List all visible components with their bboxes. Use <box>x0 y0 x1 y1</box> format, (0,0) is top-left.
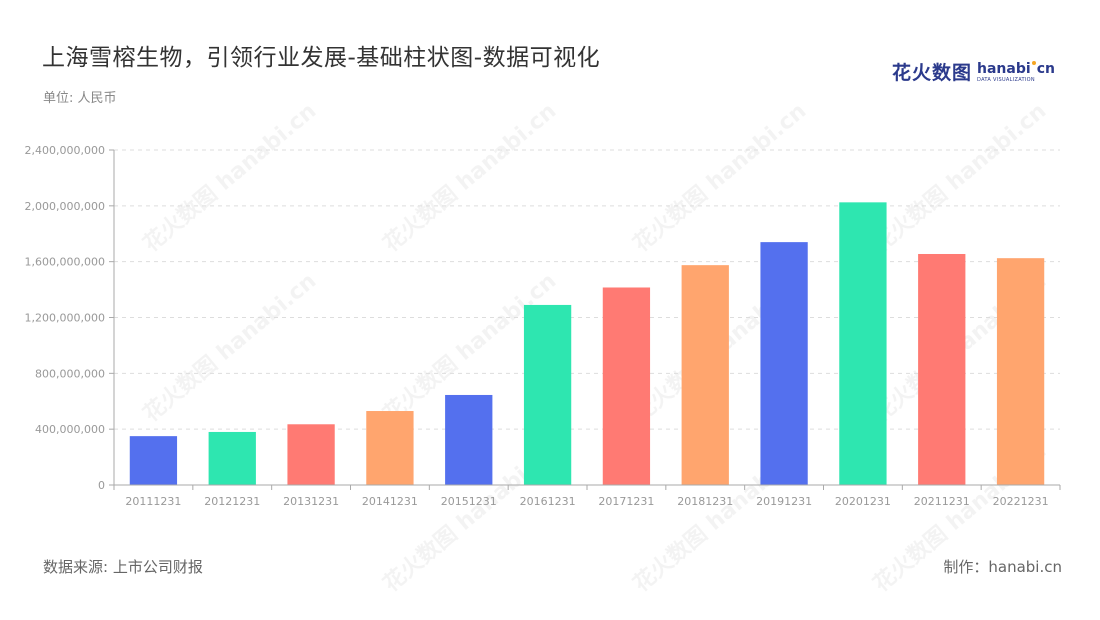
x-tick-label: 20181231 <box>677 495 733 508</box>
x-tick-label: 20211231 <box>914 495 970 508</box>
bar-20151231 <box>445 394 493 485</box>
y-tick-label: 1,200,000,000 <box>25 312 105 325</box>
grid-lines <box>114 149 1060 430</box>
bars <box>129 202 1045 485</box>
bar-20201231 <box>839 202 887 485</box>
y-tick-label: 2,000,000,000 <box>25 200 105 213</box>
y-tick-label: 800,000,000 <box>35 367 105 380</box>
x-tick-label: 20201231 <box>835 495 891 508</box>
bar-20111231 <box>129 436 178 485</box>
logo-en-part-a: hanab <box>977 60 1026 77</box>
x-tick-label: 20151231 <box>441 495 497 508</box>
bar-20211231 <box>918 253 966 485</box>
x-tick-label: 20131231 <box>283 495 339 508</box>
x-tick-label: 20191231 <box>756 495 812 508</box>
x-tick-label: 20221231 <box>993 495 1049 508</box>
bar-20121231 <box>208 431 256 485</box>
bar-20161231 <box>523 304 572 485</box>
logo-en-text: hanabi cn <box>977 60 1055 77</box>
x-tick-label: 20141231 <box>362 495 418 508</box>
star-icon <box>1031 60 1036 65</box>
axes: 0 400,000,000 800,000,000 1,200,000,000 1,60… <box>25 144 1061 508</box>
chart-title: 上海雪榕生物，引领行业发展-基础柱状图-数据可视化 <box>42 45 601 71</box>
bar-20141231 <box>366 411 414 485</box>
x-tick-label: 20111231 <box>125 495 181 508</box>
bar-20221231 <box>996 258 1045 485</box>
x-tick-label: 20121231 <box>204 495 260 508</box>
credit-label: 制作：hanabi.cn <box>943 558 1062 576</box>
unit-label: 单位: 人民币 <box>43 91 117 106</box>
data-source: 数据来源: 上市公司财报 <box>43 558 203 576</box>
logo-tagline: DATA VISUALIZATION <box>977 76 1035 83</box>
brand-logo: 花火数图 hanabi cn DATA VISUALIZATION <box>892 58 1055 85</box>
y-tick-label: 400,000,000 <box>35 423 105 436</box>
bar-20131231 <box>287 424 335 485</box>
y-tick-label: 0 <box>98 479 105 492</box>
x-tick-label: 20171231 <box>598 495 654 508</box>
logo-cn-text: 花火数图 <box>892 62 973 84</box>
bar-20191231 <box>760 242 808 485</box>
bar-20181231 <box>681 265 729 485</box>
logo-en-block: hanabi cn DATA VISUALIZATION <box>977 60 1055 83</box>
y-tick-label: 1,600,000,000 <box>25 256 105 269</box>
x-tick-label: 20161231 <box>520 495 576 508</box>
y-tick-label: 2,400,000,000 <box>25 144 105 157</box>
bar-20171231 <box>602 287 651 485</box>
logo-en-part-b: cn <box>1036 60 1055 77</box>
